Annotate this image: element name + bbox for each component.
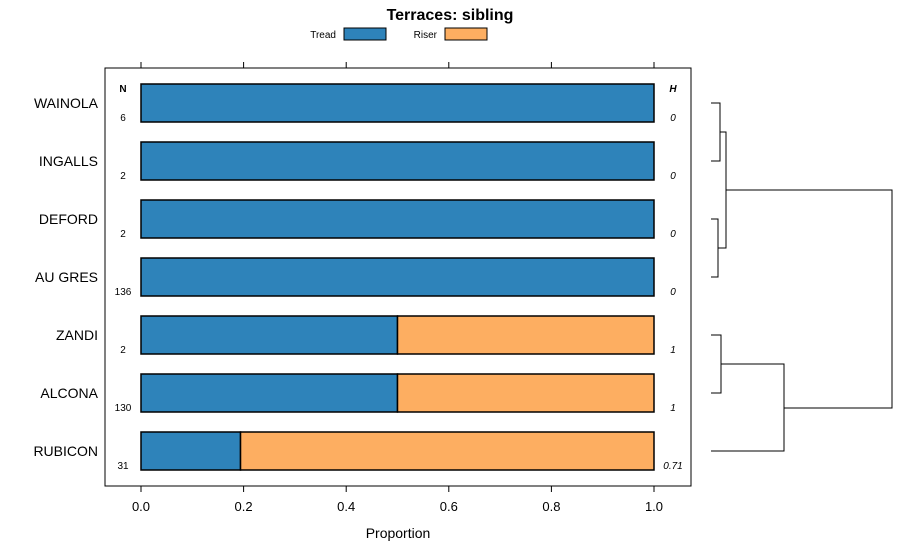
bar-segment [140, 373, 399, 413]
bar-segment [140, 83, 655, 123]
dendrogram-branch [711, 363, 785, 452]
bar-segment [140, 141, 655, 181]
dendrogram-branch [711, 102, 721, 162]
n-value: 2 [120, 229, 126, 240]
dendrogram-branch [711, 218, 719, 278]
h-value: 0.71 [663, 461, 682, 472]
category-label: DEFORD [39, 211, 98, 227]
category-label: AU GRES [35, 269, 98, 285]
n-value: 130 [115, 403, 132, 414]
x-axis-title: Proportion [366, 525, 431, 541]
category-label: ZANDI [56, 327, 98, 343]
bar-segment [140, 315, 399, 355]
dendrogram-branch [711, 334, 722, 394]
h-value: 0 [670, 287, 676, 298]
legend: Tread Riser [310, 27, 488, 41]
bar-segment [140, 257, 655, 297]
n-value: 136 [115, 287, 132, 298]
h-value: 0 [670, 171, 676, 182]
category-label: INGALLS [39, 153, 98, 169]
h-value: 1 [670, 403, 676, 414]
x-tick-label: 0.6 [440, 499, 458, 514]
x-tick-label: 0.0 [132, 499, 150, 514]
x-tick-label: 0.4 [337, 499, 355, 514]
bars-group: WAINOLA 6 0 INGALLS 2 0 DEFORD 2 0 AU GRES 136 0 ZAN… [33, 83, 683, 472]
chart-title: Terraces: sibling [387, 7, 514, 24]
dendrogram-branch [726, 189, 893, 409]
n-value: 6 [120, 113, 126, 124]
legend-label: Riser [414, 30, 438, 41]
bar-segment [239, 431, 655, 471]
legend-label: Tread [310, 30, 336, 41]
bar-segment [140, 199, 655, 239]
x-tick-label: 0.2 [235, 499, 253, 514]
bar-segment [396, 315, 655, 355]
h-column-header: H [669, 84, 677, 95]
plot-panel [104, 67, 692, 487]
n-column-header: N [119, 84, 126, 95]
n-value: 2 [120, 171, 126, 182]
legend-swatch [444, 27, 488, 41]
category-label: RUBICON [33, 443, 98, 459]
h-value: 1 [670, 345, 676, 356]
axes-group: 0.0 0.2 0.4 0.6 0.8 1.0 [132, 62, 663, 514]
h-value: 0 [670, 113, 676, 124]
bar-segment [140, 431, 242, 471]
dendrogram-branch [718, 131, 727, 249]
legend-swatch [343, 27, 387, 41]
category-label: WAINOLA [34, 95, 99, 111]
category-label: ALCONA [40, 385, 98, 401]
x-tick-label: 1.0 [645, 499, 663, 514]
n-value: 31 [117, 461, 129, 472]
bar-segment [396, 373, 655, 413]
x-tick-label: 0.8 [542, 499, 560, 514]
h-value: 0 [670, 229, 676, 240]
dendrogram [711, 102, 893, 452]
n-value: 2 [120, 345, 126, 356]
